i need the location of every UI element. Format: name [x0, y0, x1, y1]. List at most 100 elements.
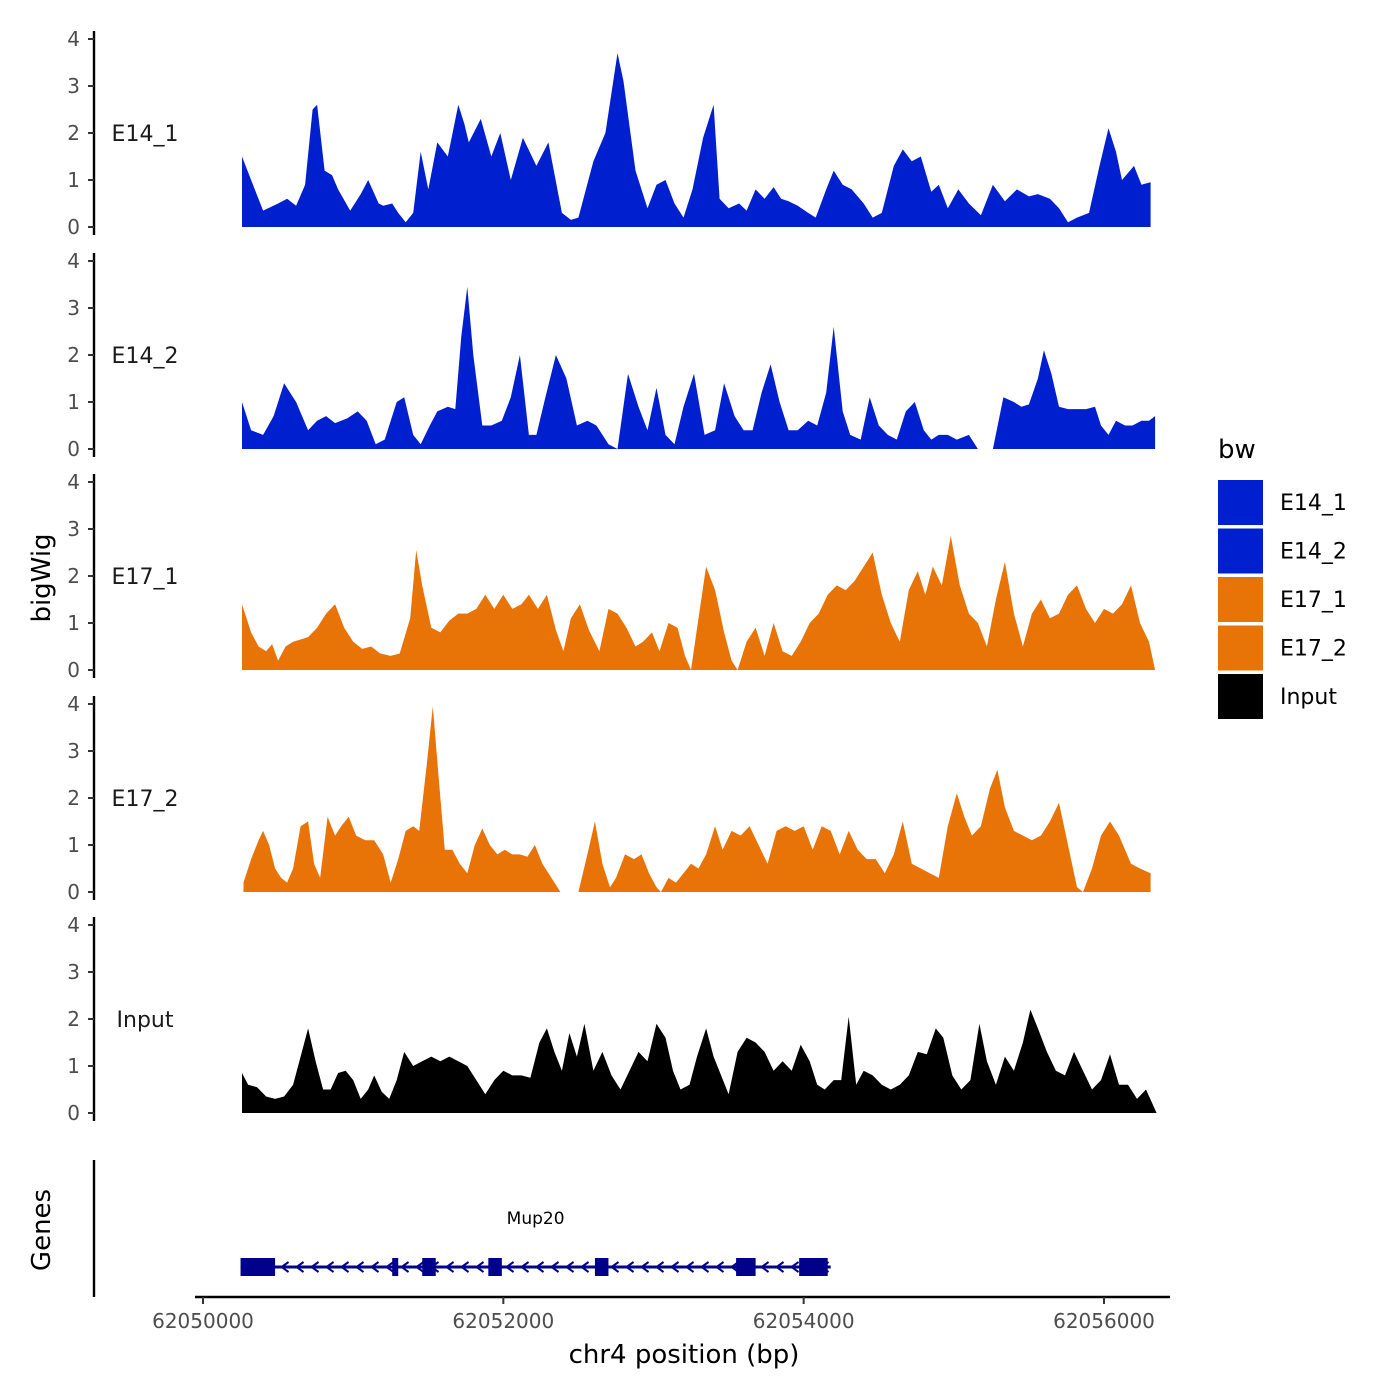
y-axis-title: bigWig [27, 533, 57, 622]
strand-arrow [414, 1261, 425, 1273]
track-area-Input [242, 1009, 1157, 1113]
track-area-E14_2 [242, 286, 1156, 449]
gene-exon [736, 1258, 756, 1276]
y-tick-label: 3 [67, 739, 80, 763]
y-tick-label: 1 [67, 1054, 80, 1078]
strand-arrow [534, 1261, 545, 1273]
track-E14_2: 0 1 2 3 4 E14_2 [67, 249, 1156, 461]
track-E17_2: 0 1 2 3 4 E17_2 [67, 692, 1151, 904]
y-tick-label: 2 [67, 121, 80, 145]
strand-arrow [474, 1261, 485, 1273]
strand-arrow [369, 1261, 380, 1273]
y-tick-label: 2 [67, 1007, 80, 1031]
legend-label-E14_2: E14_2 [1280, 540, 1347, 565]
strand-arrow [459, 1261, 470, 1273]
y-tick-label: 0 [67, 1101, 80, 1125]
gene-label: Mup20 [507, 1209, 565, 1229]
strand-arrow [294, 1261, 305, 1273]
gene-exon [240, 1258, 276, 1276]
y-tick-label: 3 [67, 74, 80, 98]
strand-arrow [444, 1261, 455, 1273]
strand-arrow [399, 1261, 410, 1273]
track-area-E14_1 [242, 53, 1151, 227]
strand-arrow [504, 1261, 515, 1273]
legend-label-E14_1: E14_1 [1280, 491, 1347, 516]
strand-arrow [714, 1261, 725, 1273]
y-tick-label: 3 [67, 960, 80, 984]
gene-exon [488, 1258, 502, 1276]
tracks-layer: 0 1 2 3 4 E14_1 0 1 2 3 4 E14_2 0 1 2 3 4 E17_1 0 1 2 3 4 E17_2… [67, 27, 1157, 1125]
track-area-E17_1 [242, 536, 1156, 670]
legend-label-Input: Input [1280, 685, 1337, 710]
strand-arrow [309, 1261, 320, 1273]
track-area-E17_2 [243, 706, 1151, 892]
strand-arrow [384, 1261, 395, 1273]
strand-arrow [564, 1261, 575, 1273]
strand-arrow [639, 1261, 650, 1273]
gene-exon [594, 1258, 609, 1276]
strand-arrow [669, 1261, 680, 1273]
legend-swatch-E17_2 [1218, 625, 1263, 671]
legend-swatch-E17_1 [1218, 577, 1263, 622]
track-label-E17_1: E17_1 [112, 565, 179, 590]
y-tick-label: 2 [67, 564, 80, 588]
y-tick-label: 0 [67, 215, 80, 239]
y-tick-label: 1 [67, 833, 80, 857]
track-Input: 0 1 2 3 4 Input [67, 913, 1157, 1125]
track-E14_1: 0 1 2 3 4 E14_1 [67, 27, 1151, 239]
y-tick-label: 1 [67, 611, 80, 635]
gene-exon [799, 1258, 828, 1276]
legend-title: bw [1218, 435, 1256, 465]
strand-arrow [324, 1261, 335, 1273]
strand-arrow [519, 1261, 530, 1273]
x-tick-label: 62056000 [1053, 1309, 1155, 1333]
y-tick-label: 4 [67, 249, 80, 273]
legend-label-E17_2: E17_2 [1280, 637, 1347, 662]
strand-arrow [549, 1261, 560, 1273]
y-tick-label: 4 [67, 470, 80, 494]
y-tick-label: 3 [67, 296, 80, 320]
y-tick-label: 1 [67, 390, 80, 414]
legend: bw E14_1 E14_2 E17_1 E17_2 Input [1218, 435, 1347, 719]
strand-arrow [624, 1261, 635, 1273]
y-tick-label: 4 [67, 692, 80, 716]
strand-arrow [684, 1261, 695, 1273]
track-label-E14_1: E14_1 [112, 122, 179, 147]
strand-arrow [339, 1261, 350, 1273]
x-tick-label: 62050000 [152, 1309, 254, 1333]
strand-arrow [279, 1261, 290, 1273]
track-label-E14_2: E14_2 [112, 344, 179, 369]
y-tick-label: 0 [67, 437, 80, 461]
y-tick-label: 0 [67, 880, 80, 904]
y-tick-label: 4 [67, 27, 80, 51]
x-axis: 62050000 62052000 62054000 62056000 [152, 1295, 1170, 1333]
track-label-E17_2: E17_2 [112, 787, 179, 812]
track-E17_1: 0 1 2 3 4 E17_1 [67, 470, 1156, 682]
track-label-Input: Input [117, 1008, 174, 1033]
x-axis-title: chr4 position (bp) [569, 1340, 800, 1370]
legend-label-E17_1: E17_1 [1280, 588, 1347, 613]
x-tick-label: 62052000 [452, 1309, 554, 1333]
legend-swatch-Input [1218, 674, 1263, 719]
strand-arrow [774, 1261, 785, 1273]
y-tick-label: 0 [67, 658, 80, 682]
strand-arrow [579, 1261, 590, 1273]
genes-axis-title: Genes [27, 1189, 57, 1271]
y-tick-label: 2 [67, 786, 80, 810]
y-tick-label: 3 [67, 517, 80, 541]
strand-arrow [609, 1261, 620, 1273]
y-tick-label: 4 [67, 913, 80, 937]
x-tick-label: 62054000 [753, 1309, 855, 1333]
gene-exon [392, 1258, 399, 1276]
strand-arrow [759, 1261, 770, 1273]
y-tick-label: 2 [67, 343, 80, 367]
gene-panel: Mup20 [92, 1160, 831, 1297]
strand-arrow [699, 1261, 710, 1273]
legend-swatch-E14_2 [1218, 528, 1263, 574]
gene-exon [422, 1258, 436, 1276]
legend-swatch-E14_1 [1218, 480, 1263, 525]
y-tick-label: 1 [67, 168, 80, 192]
strand-arrow [354, 1261, 365, 1273]
strand-arrow [654, 1261, 665, 1273]
